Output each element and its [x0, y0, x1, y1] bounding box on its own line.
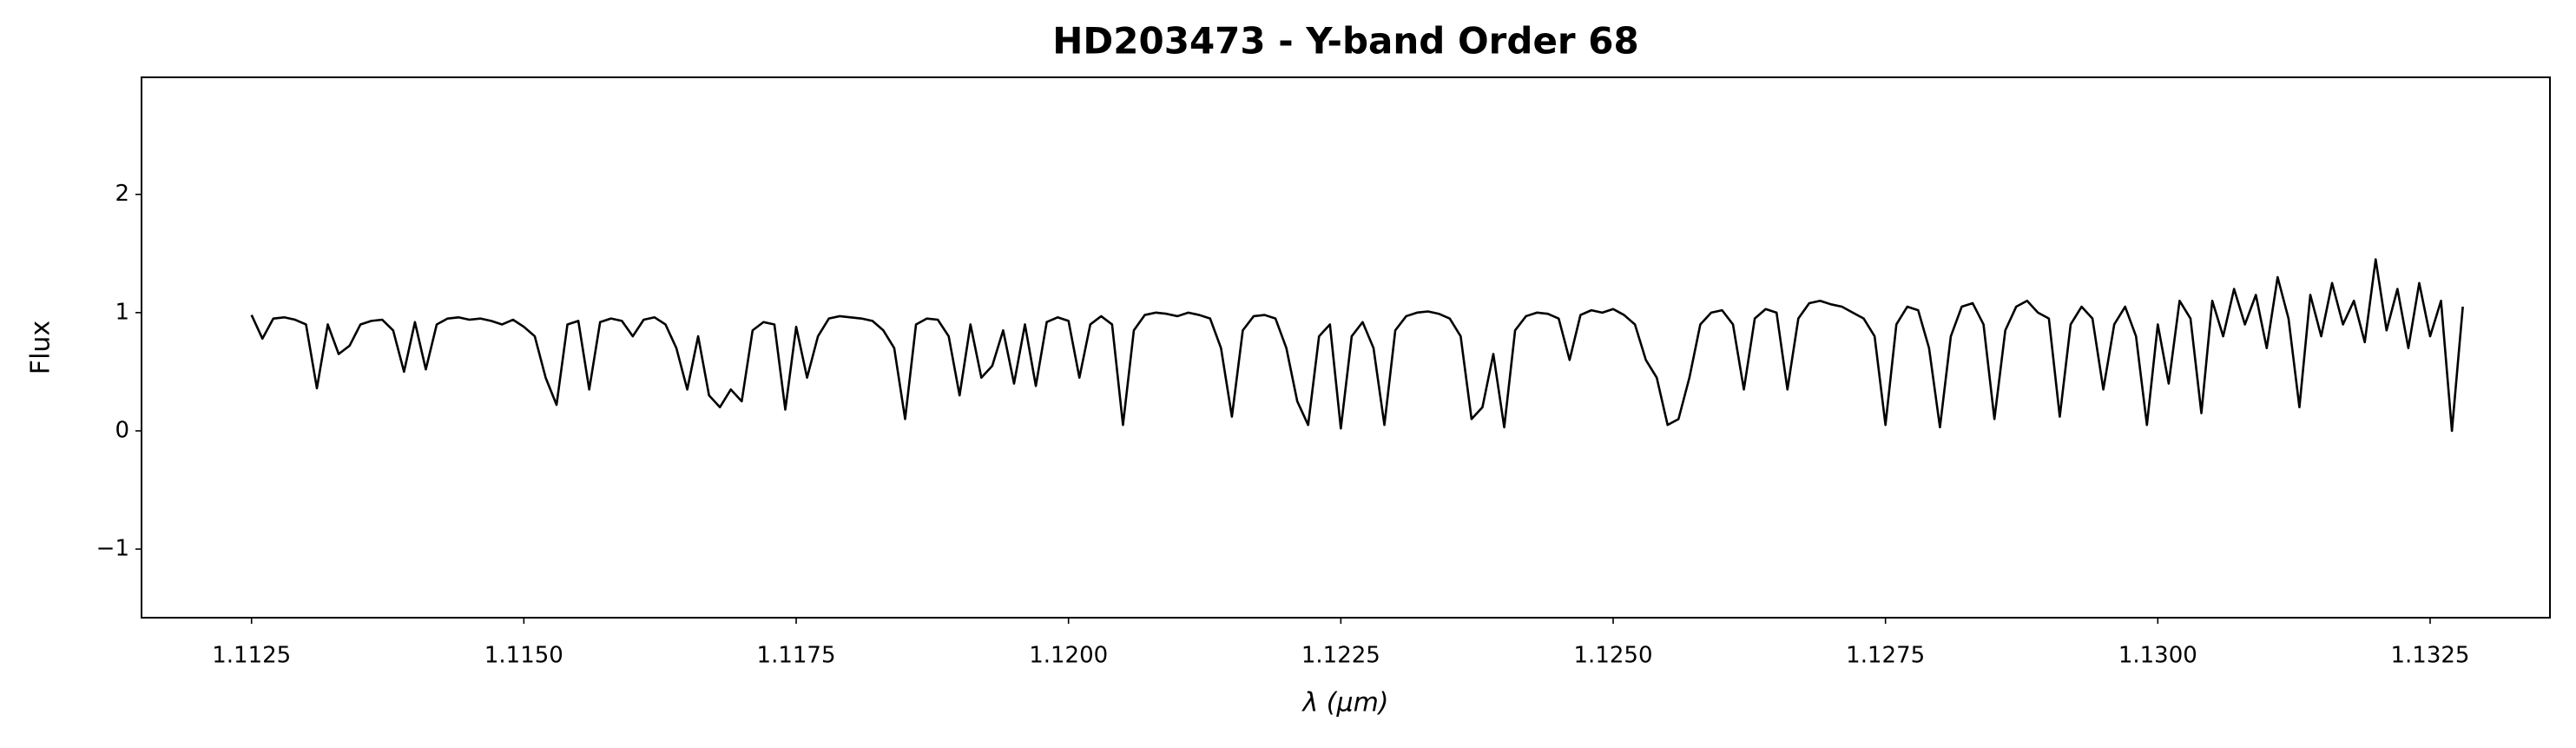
chart-title: HD203473 - Y-band Order 68	[1052, 20, 1638, 63]
x-tick-label: 1.1325	[2390, 643, 2469, 669]
x-tick-label: 1.1225	[1301, 643, 1380, 669]
plot-frame	[141, 76, 2551, 619]
y-tick-label: 0	[115, 417, 129, 443]
x-tick-label: 1.1150	[484, 643, 563, 669]
x-tick-label: 1.1275	[1846, 643, 1925, 669]
spectrum-line	[250, 258, 2464, 433]
x-tick-label: 1.1175	[757, 643, 836, 669]
y-tick-label: 2	[115, 181, 129, 207]
x-tick-label: 1.1200	[1029, 643, 1108, 669]
x-tick-label: 1.1300	[2118, 643, 2197, 669]
y-axis-label: Flux	[26, 321, 56, 374]
y-tick-label: −1	[96, 536, 129, 562]
x-axis-label: λ (μm)	[1301, 688, 1388, 718]
y-tick-label: 1	[115, 299, 129, 325]
x-tick-label: 1.1125	[212, 643, 291, 669]
x-tick-label: 1.1250	[1574, 643, 1653, 669]
